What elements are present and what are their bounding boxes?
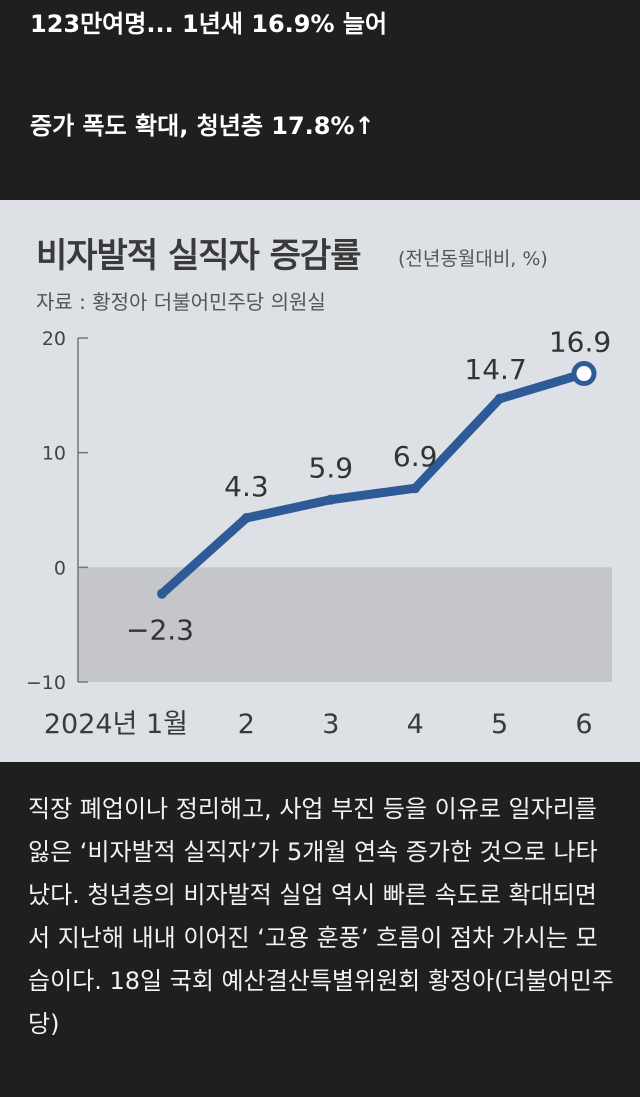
x-tick-label: 5: [491, 709, 508, 740]
series-line: [157, 369, 589, 599]
y-tick-label: 10: [42, 443, 66, 465]
chart-title: 비자발적 실직자 증감률: [36, 236, 361, 276]
data-label: 4.3: [224, 470, 269, 503]
data-label: 14.7: [464, 353, 526, 386]
headline-2: 증가 폭도 확대, 청년층 17.8%↑: [30, 112, 375, 140]
data-point-highlight: [571, 361, 597, 387]
article-body: 직장 폐업이나 정리해고, 사업 부진 등을 이유로 일자리를 잃은 ‘비자발적…: [28, 795, 614, 1038]
chart-unit-note: (전년동월대비, %): [398, 248, 548, 270]
chart-panel: 20 10 0 −10 2024년 1월 2 3 4 5 6 −2.3 4.3 5.9 6.9 14.7 16…: [0, 200, 640, 762]
data-label: 5.9: [309, 452, 354, 485]
data-label: 6.9: [393, 440, 438, 473]
data-label: 16.9: [549, 326, 611, 359]
y-tick-label: 20: [42, 328, 66, 350]
x-tick-label: 4: [407, 709, 424, 740]
y-tick-label: 0: [54, 557, 66, 579]
data-label: −2.3: [126, 614, 194, 647]
data-point: [325, 494, 336, 505]
chart-source: 자료 : 황정아 더불어민주당 의원실: [36, 290, 326, 314]
headline-1: 123만여명... 1년새 16.9% 늘어: [30, 10, 388, 38]
data-point: [410, 483, 421, 494]
x-tick-label: 6: [575, 709, 592, 740]
line-chart: 20 10 0 −10 2024년 1월 2 3 4 5 6 −2.3 4.3 5.9 6.9 14.7 16…: [26, 326, 612, 740]
data-point: [157, 588, 167, 599]
y-tick-label: −10: [26, 672, 66, 694]
x-tick-label: 2: [238, 709, 255, 740]
data-point: [494, 393, 505, 404]
x-tick-label: 3: [322, 709, 339, 740]
data-point: [241, 513, 252, 524]
x-tick-label: 2024년 1월: [44, 709, 188, 740]
